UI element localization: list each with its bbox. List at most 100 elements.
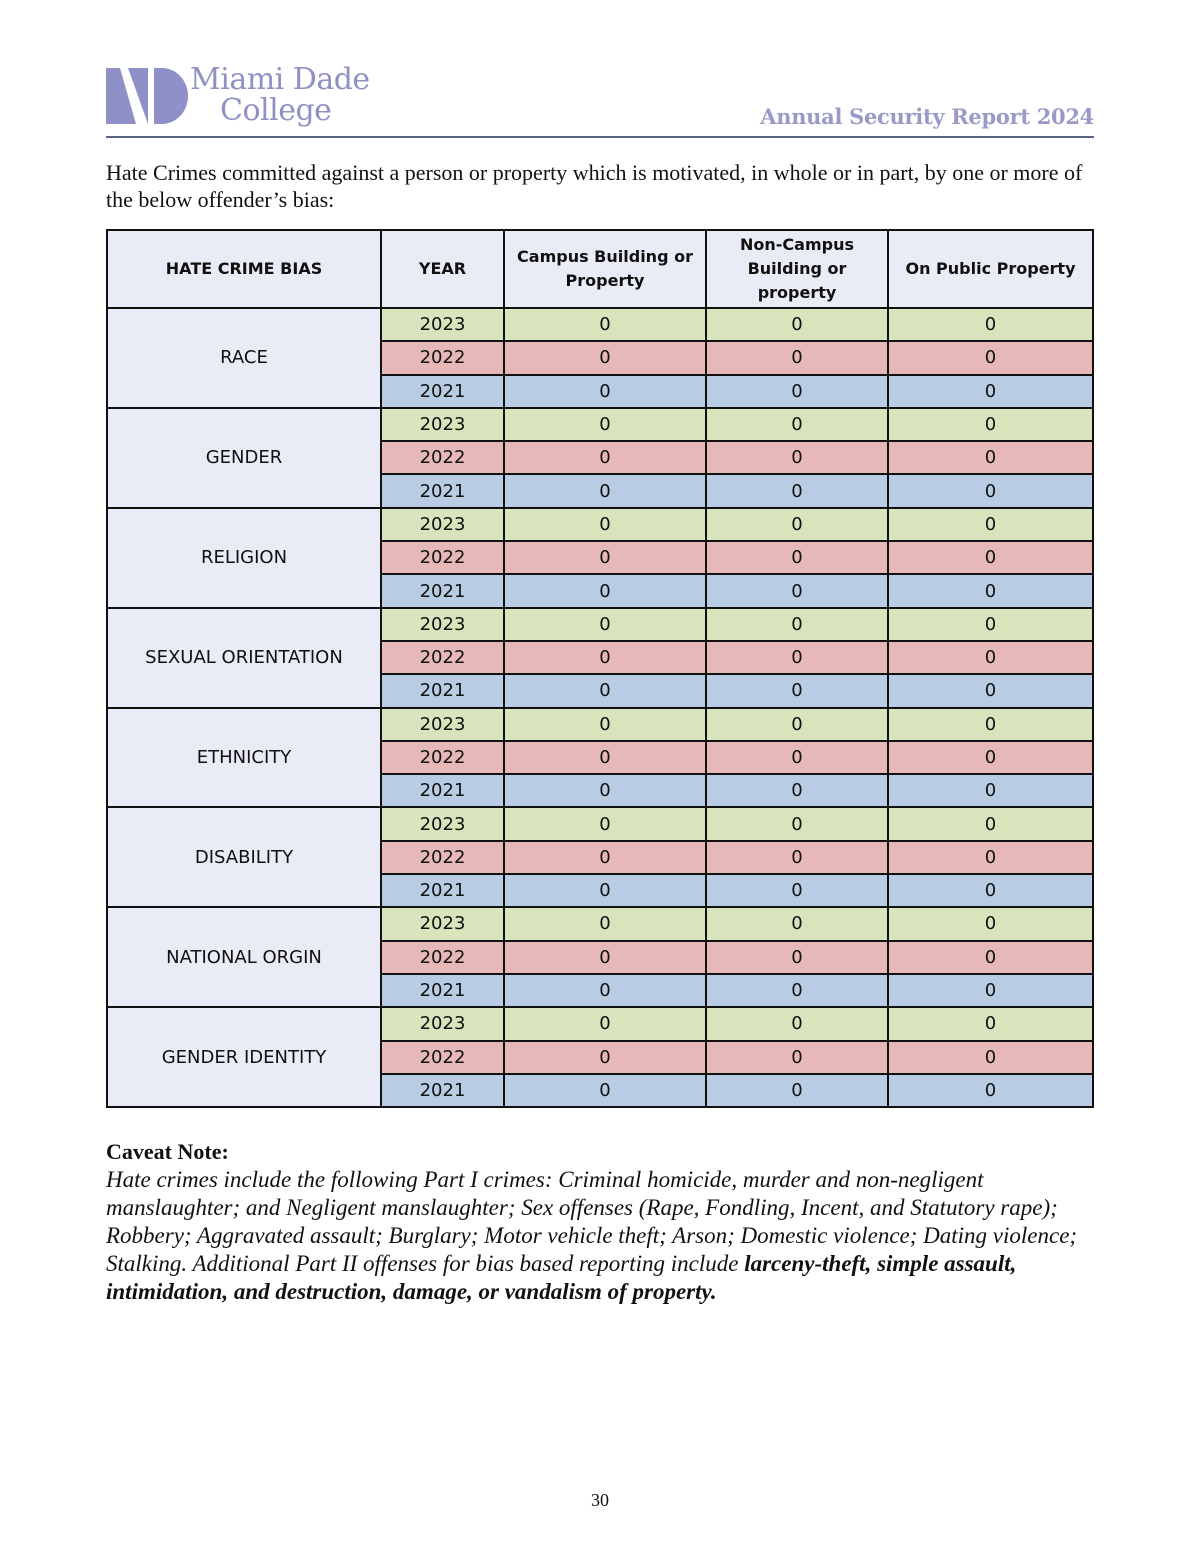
logo-text: Miami Dade College [190,64,370,126]
caveat-bold: larceny-theft, simple assault, intimidat… [106,1251,1017,1304]
year-cell: 2021 [380,473,505,509]
year-cell: 2022 [380,739,505,776]
count-cell: 0 [503,373,707,409]
bias-cell: RELIGION [106,506,382,609]
count-cell: 0 [705,306,889,343]
count-cell: 0 [887,540,1094,576]
year-cell: 2023 [380,806,505,842]
bias-cell: ETHNICITY [106,706,382,809]
count-cell: 0 [705,1006,889,1042]
count-cell: 0 [887,706,1094,742]
year-cell: 2022 [380,839,505,876]
table-row: 2021 0 0 0 [107,573,1094,609]
count-cell: 0 [705,606,889,642]
count-cell: 0 [887,406,1094,443]
count-cell: 0 [503,606,707,642]
count-cell: 0 [705,506,889,543]
table-row: DISABILITY 2023 0 0 0 [106,806,1094,909]
count-cell: 0 [705,706,889,742]
year-cell: 2023 [380,606,505,642]
count-cell: 0 [503,306,707,343]
count-cell: 0 [503,839,707,876]
header-divider [106,136,1094,138]
logo-line-1: Miami Dade [190,62,370,97]
count-cell: 0 [503,939,707,975]
year-cell: 2023 [380,406,505,443]
bias-cell: NATIONAL ORGIN [106,906,382,1009]
table-header-row: HATE CRIME BIAS YEAR Campus Building or Pr… [106,229,1094,309]
count-cell: 0 [887,506,1094,543]
count-cell: 0 [887,606,1094,642]
table-row: 2022 0 0 0 [107,1039,1094,1075]
year-cell: 2022 [380,340,505,376]
college-logo [106,68,188,124]
count-cell: 0 [503,806,707,842]
year-cell: 2022 [380,639,505,676]
bias-cell: SEXUAL ORIENTATION [106,606,382,709]
page-number: 30 [591,1490,609,1510]
year-cell: 2021 [380,873,505,909]
logo-line-2: College [220,93,332,128]
table-row: 2022 0 0 0 [107,639,1094,676]
table-row: 2022 0 0 0 [107,739,1094,776]
count-cell: 0 [503,706,707,742]
year-cell: 2022 [380,440,505,476]
year-cell: 2021 [380,1072,505,1109]
table-row: 2021 0 0 0 [107,773,1094,809]
count-cell: 0 [887,440,1094,476]
table-row: ETHNICITY 2023 0 0 0 [106,706,1094,809]
count-cell: 0 [503,873,707,909]
count-cell: 0 [705,406,889,443]
year-cell: 2022 [380,1039,505,1075]
count-cell: 0 [705,773,889,809]
year-cell: 2021 [380,972,505,1009]
year-cell: 2023 [380,506,505,543]
count-cell: 0 [503,1006,707,1042]
column-header: Campus Building or Property [503,229,707,309]
count-cell: 0 [887,839,1094,876]
column-header: HATE CRIME BIAS [106,229,382,309]
count-cell: 0 [705,972,889,1009]
count-cell: 0 [887,939,1094,975]
table-row: 2021 0 0 0 [107,972,1094,1009]
count-cell: 0 [503,739,707,776]
count-cell: 0 [887,1072,1094,1109]
column-header: YEAR [380,229,505,309]
table-row: 2021 0 0 0 [107,1072,1094,1109]
year-cell: 2023 [380,1006,505,1042]
count-cell: 0 [887,1006,1094,1042]
bias-cell: RACE [106,307,382,409]
report-title: Annual Security Report 2024 [760,104,1094,129]
year-cell: 2021 [380,573,505,609]
count-cell: 0 [887,806,1094,842]
count-cell: 0 [705,540,889,576]
count-cell: 0 [705,673,889,709]
year-cell: 2022 [380,939,505,975]
table-row: 2022 0 0 0 [107,540,1094,576]
count-cell: 0 [503,440,707,476]
count-cell: 0 [705,906,889,942]
count-cell: 0 [705,739,889,776]
column-header: On Public Property [887,229,1094,309]
year-cell: 2021 [380,773,505,809]
count-cell: 0 [503,906,707,942]
count-cell: 0 [705,939,889,975]
year-cell: 2023 [380,706,505,742]
count-cell: 0 [503,473,707,509]
table-row: GENDER 2023 0 0 0 [106,406,1094,509]
hate-crime-table: HATE CRIME BIAS YEAR Campus Building or Pr… [106,229,1094,1109]
year-cell: 2023 [380,906,505,942]
count-cell: 0 [887,473,1094,509]
count-cell: 0 [503,1072,707,1109]
year-cell: 2021 [380,373,505,409]
count-cell: 0 [503,1039,707,1075]
count-cell: 0 [705,1039,889,1075]
table-row: 2021 0 0 0 [107,673,1094,709]
count-cell: 0 [887,673,1094,709]
count-cell: 0 [887,906,1094,942]
table-row: SEXUAL ORIENTATION 2023 0 0 0 [106,606,1094,709]
count-cell: 0 [705,839,889,876]
table-row: 2021 0 0 0 [107,473,1094,509]
count-cell: 0 [887,773,1094,809]
